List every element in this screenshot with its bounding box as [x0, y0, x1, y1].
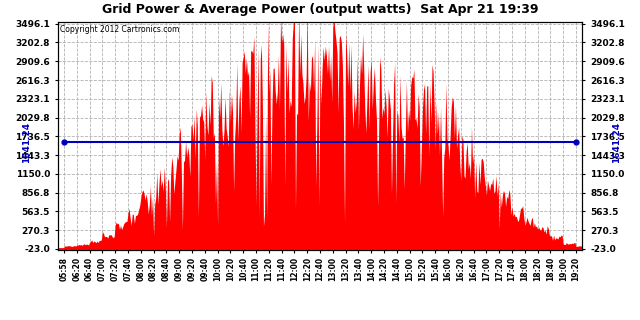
Text: Grid Power & Average Power (output watts)  Sat Apr 21 19:39: Grid Power & Average Power (output watts…: [102, 3, 538, 16]
Text: 1641.24: 1641.24: [612, 122, 621, 163]
Text: Copyright 2012 Cartronics.com: Copyright 2012 Cartronics.com: [60, 25, 180, 34]
Text: 1641.24: 1641.24: [22, 122, 31, 163]
